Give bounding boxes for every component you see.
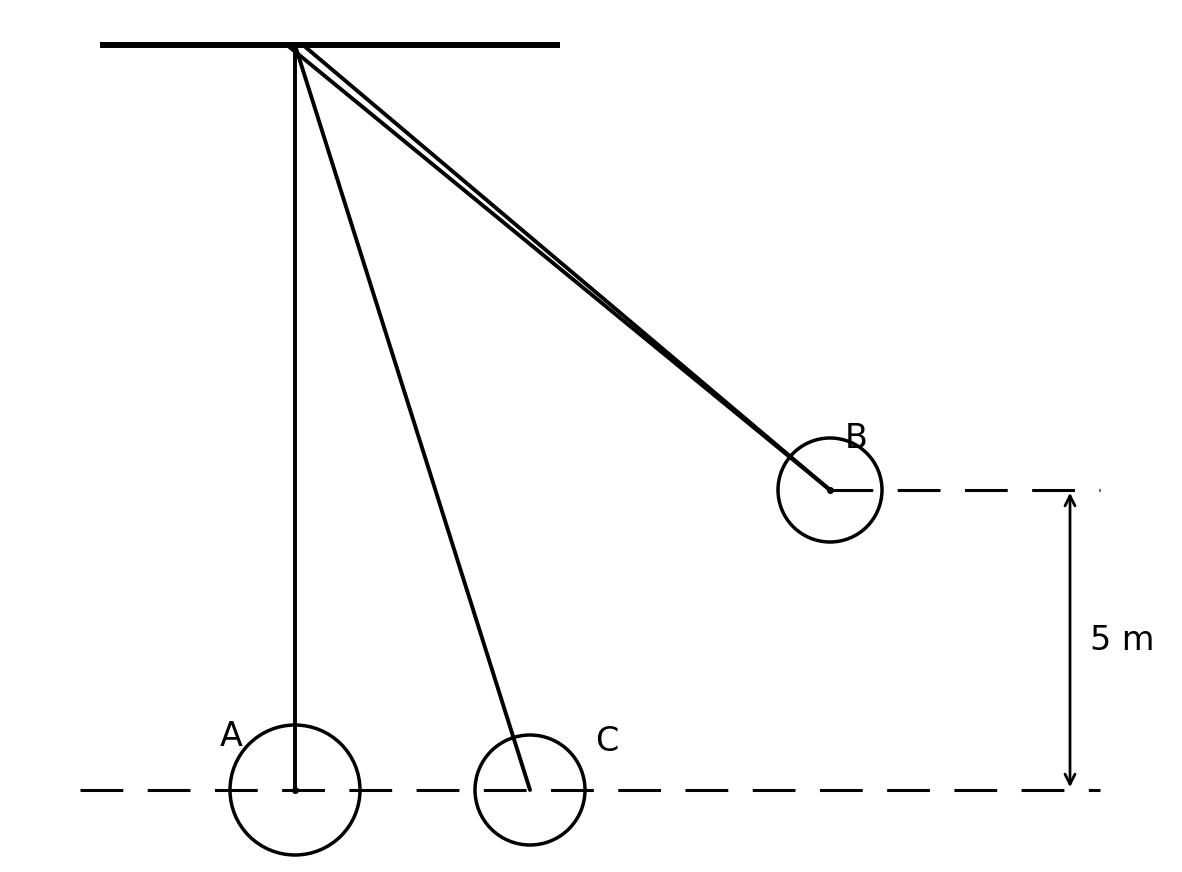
Text: A: A: [220, 720, 242, 753]
Text: B: B: [845, 422, 868, 455]
Text: C: C: [595, 725, 618, 758]
Text: 5 m: 5 m: [1090, 623, 1155, 657]
